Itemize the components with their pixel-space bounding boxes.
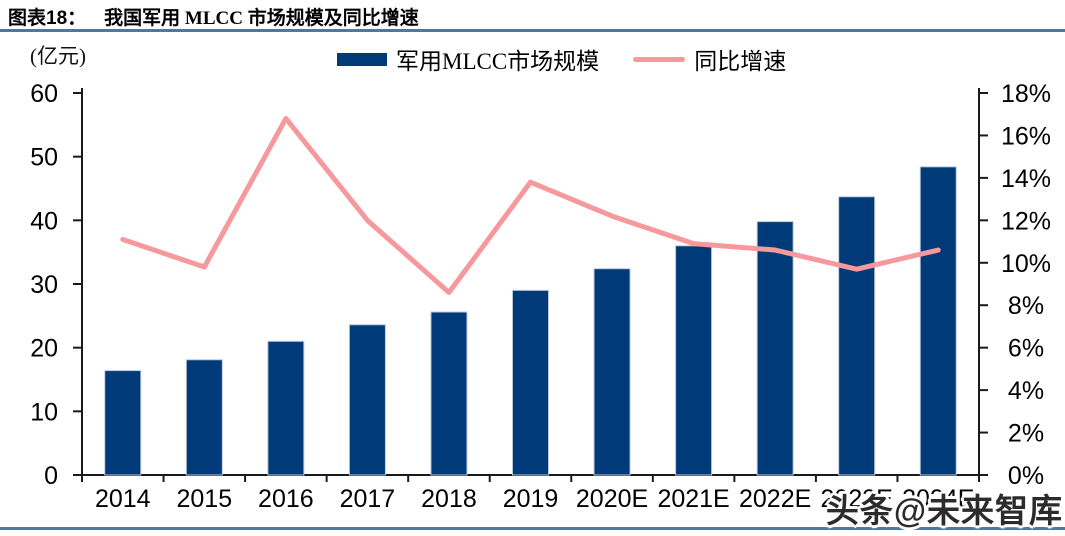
bar-2022E	[756, 221, 794, 476]
bar-2017	[348, 324, 386, 476]
x-axis-label: 2015	[177, 485, 233, 513]
x-axis-label: 2023E	[821, 485, 893, 513]
svg-text:18%: 18%	[1001, 80, 1051, 108]
x-axis-label: 2014	[95, 485, 151, 513]
chart-legend: 军用MLCC市场规模 同比增速	[337, 44, 786, 74]
x-axis-label: 2022E	[739, 485, 811, 513]
x-axis-label: 2019	[503, 485, 559, 513]
growth-line	[120, 115, 941, 295]
x-axis-label: 2016	[258, 485, 314, 513]
bar-2020E	[593, 268, 631, 476]
svg-text:60: 60	[30, 80, 58, 108]
figure-number: 图表18：	[8, 8, 87, 29]
top-rule	[0, 29, 1065, 32]
svg-text:50: 50	[30, 144, 58, 172]
legend-bar-swatch	[337, 52, 387, 66]
bar-2018	[430, 311, 468, 476]
legend-line-swatch	[633, 56, 686, 62]
svg-text:14%: 14%	[1001, 165, 1051, 193]
svg-text:20: 20	[30, 335, 58, 363]
svg-text:40: 40	[30, 207, 58, 235]
legend-line-label: 同比增速	[694, 49, 787, 74]
bar-2015	[185, 359, 223, 476]
svg-text:0%: 0%	[1008, 462, 1044, 490]
bar-2014	[104, 370, 142, 476]
bar-2024E	[919, 166, 957, 476]
x-axis-label: 2020E	[576, 485, 648, 513]
figure-title: 图表18： 我国军用 MLCC 市场规模及同比增速	[8, 3, 419, 30]
svg-text:16%: 16%	[1001, 122, 1051, 150]
bar-2019	[512, 289, 549, 476]
svg-text:0: 0	[44, 462, 58, 490]
bar-2021E	[675, 245, 713, 476]
figure-name: 我国军用 MLCC 市场规模及同比增速	[104, 8, 419, 29]
svg-text:6%: 6%	[1008, 335, 1044, 363]
svg-text:12%: 12%	[1001, 207, 1051, 235]
svg-text:10: 10	[30, 398, 58, 426]
svg-text:2%: 2%	[1008, 420, 1044, 448]
bar-2016	[267, 340, 305, 476]
x-axis-label: 2021E	[657, 485, 729, 513]
svg-text:10%: 10%	[1001, 250, 1051, 278]
svg-text:30: 30	[30, 271, 58, 299]
left-axis-unit-label: (亿元)	[30, 44, 86, 68]
svg-text:8%: 8%	[1008, 292, 1044, 320]
x-axis-label: 2024E	[902, 485, 974, 513]
x-axis-label: 2018	[421, 485, 477, 513]
svg-text:4%: 4%	[1008, 377, 1044, 405]
x-axis-label: 2017	[340, 485, 396, 513]
legend-bar-label: 军用MLCC市场规模	[396, 49, 600, 74]
watermark: 头条@未来智库	[825, 492, 1063, 529]
bar-2023E	[838, 196, 876, 476]
bottom-rule	[0, 527, 1065, 530]
